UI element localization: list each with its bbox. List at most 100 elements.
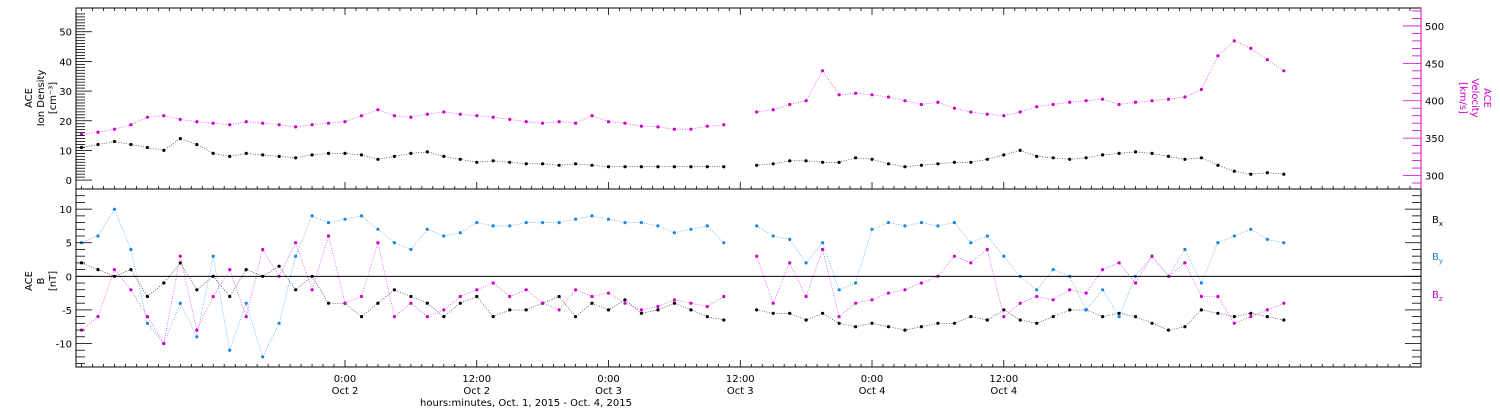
- velocity-point: [969, 110, 973, 114]
- by-point: [590, 214, 594, 218]
- bz-point: [211, 294, 215, 299]
- velocity-point: [145, 115, 149, 119]
- legend-bx: Bx: [1432, 215, 1443, 228]
- legend-by-sub: y: [1439, 257, 1443, 265]
- velocity-point: [425, 112, 429, 116]
- bx-point: [228, 294, 232, 299]
- by-point: [112, 207, 116, 211]
- velocity-point: [919, 102, 924, 107]
- bz-point: [623, 301, 627, 305]
- bz-point: [639, 308, 644, 312]
- by-point: [557, 221, 561, 225]
- top-left-y-tick-label: 40: [59, 57, 72, 68]
- velocity-point: [409, 115, 413, 119]
- velocity-point: [1117, 102, 1121, 107]
- legend-by: By: [1432, 252, 1443, 265]
- by-point: [310, 214, 314, 218]
- by-point: [903, 224, 907, 228]
- legend-bx-sub: x: [1439, 220, 1443, 228]
- density-point: [804, 159, 808, 163]
- density-point: [277, 154, 281, 158]
- velocity-point: [557, 120, 561, 124]
- bx-point: [1282, 318, 1286, 322]
- density-point: [821, 160, 825, 164]
- top-left-ylabel-line-3: [cm⁻³]: [48, 82, 59, 114]
- plot-frames: [75, 7, 1422, 368]
- by-point: [277, 321, 281, 325]
- bx-point: [277, 264, 281, 268]
- bx-point: [392, 288, 396, 292]
- bz-point: [228, 268, 232, 272]
- velocity-point: [886, 95, 891, 99]
- bz-point: [425, 315, 429, 319]
- data-layer: [79, 39, 1286, 359]
- bx-point: [508, 308, 512, 312]
- by-point: [1249, 227, 1253, 231]
- top-right-y-tick-label: 450: [1425, 59, 1444, 70]
- top-left-ylabel-line-1: ACE: [24, 88, 35, 108]
- density-point: [656, 165, 660, 169]
- density-point: [1265, 171, 1269, 175]
- by-point: [442, 234, 446, 238]
- velocity-point: [672, 127, 677, 131]
- by-point: [689, 227, 693, 231]
- bz-point: [508, 294, 512, 299]
- density-point: [442, 154, 446, 158]
- density-point: [1084, 156, 1088, 160]
- velocity-series: [79, 39, 1286, 136]
- bx-point: [870, 321, 874, 325]
- bx-point: [425, 301, 429, 305]
- by-point: [672, 231, 677, 235]
- velocity-point: [310, 123, 314, 127]
- density-point: [606, 165, 611, 169]
- by-series: [79, 207, 1286, 359]
- top-panel-frame: [75, 7, 1422, 190]
- density-point: [491, 159, 495, 163]
- bz-point: [606, 291, 611, 295]
- bx-point: [145, 294, 149, 299]
- velocity-point: [689, 127, 693, 131]
- bz-point: [1282, 301, 1286, 305]
- velocity-point: [788, 102, 792, 107]
- density-point: [96, 142, 100, 147]
- by-point: [854, 281, 858, 285]
- bz-point: [771, 301, 775, 305]
- bottom-y-tick-label: 5: [66, 239, 72, 250]
- by-point: [606, 217, 611, 221]
- x-tick-label-time-2: 0:00: [597, 374, 619, 385]
- bottom-ylabel-line-1: ACE: [24, 271, 35, 291]
- density-point: [1282, 172, 1286, 176]
- velocity-point: [96, 130, 100, 134]
- velocity-trace: [81, 40, 1284, 135]
- by-trace: [81, 208, 1284, 358]
- velocity-point: [326, 121, 331, 125]
- top-right-ylabel-line-3: [km/s]: [1457, 82, 1468, 114]
- bottom-ylabel-line-2: B: [36, 277, 47, 284]
- density-point: [1216, 163, 1220, 167]
- bx-point: [639, 311, 644, 315]
- density-point: [919, 163, 924, 167]
- top-right-y-tick-label: 350: [1425, 134, 1444, 145]
- bottom-y-tick-label: -5: [62, 306, 72, 317]
- bx-point: [1133, 315, 1138, 319]
- velocity-point: [1199, 87, 1203, 92]
- bx-point: [475, 294, 479, 299]
- density-point: [1018, 148, 1022, 152]
- density-point: [1166, 154, 1171, 158]
- velocity-point: [1002, 114, 1006, 118]
- velocity-point: [623, 121, 627, 125]
- density-point: [310, 153, 314, 157]
- x-tick-label-time-4: 0:00: [861, 374, 883, 385]
- top-left-ylabel-line-2: Ion Density: [36, 70, 47, 127]
- bz-point: [1183, 261, 1187, 265]
- bz-point: [195, 328, 199, 332]
- top-right-ylabel-line-1: ACE: [1481, 88, 1492, 108]
- velocity-point: [771, 108, 775, 112]
- velocity-point: [178, 117, 182, 121]
- velocity-point: [195, 120, 199, 124]
- velocity-point: [952, 106, 957, 110]
- top-left-y-tick-label: 10: [59, 146, 72, 157]
- top-right-ylabel-line-2: Velocity: [1469, 78, 1480, 117]
- top-right-y-tick-label: 500: [1425, 22, 1444, 33]
- by-point: [656, 224, 660, 228]
